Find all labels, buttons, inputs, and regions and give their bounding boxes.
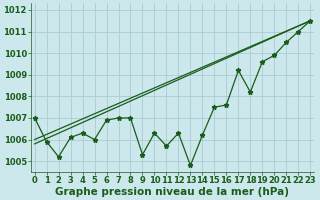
X-axis label: Graphe pression niveau de la mer (hPa): Graphe pression niveau de la mer (hPa): [55, 187, 290, 197]
